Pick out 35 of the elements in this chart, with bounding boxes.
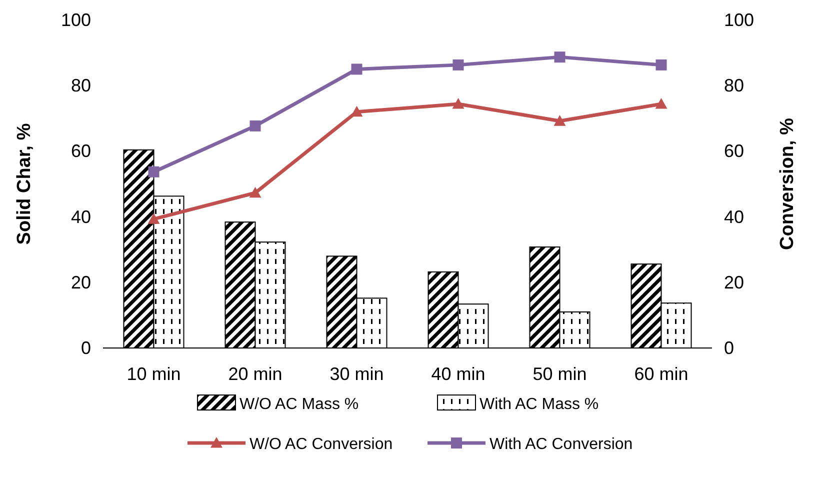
- point: [351, 64, 362, 75]
- point: [554, 115, 566, 126]
- y2-tick-label: 100: [724, 10, 754, 30]
- point: [655, 98, 668, 109]
- y-tick-label: 0: [80, 338, 91, 358]
- y-tick-label: 40: [70, 206, 91, 227]
- x-tick-label: 50 min: [532, 364, 587, 384]
- point: [554, 52, 566, 63]
- x-tick-label: 60 min: [634, 364, 688, 384]
- y-tick-label: 100: [60, 10, 91, 30]
- point: [148, 213, 160, 224]
- x-tick-label: 40 min: [431, 364, 486, 384]
- point: [452, 59, 464, 70]
- legend-label: W/O AC Conversion: [250, 436, 393, 453]
- x-tick-label: 20 min: [228, 364, 282, 384]
- legend-label: W/O AC Mass %: [240, 396, 359, 413]
- y2-tick-label: 80: [724, 76, 744, 96]
- point: [250, 120, 261, 132]
- legend-label: With AC Mass %: [480, 396, 599, 413]
- x-tick-label: 30 min: [330, 364, 384, 384]
- y2-tick-label: 20: [724, 272, 744, 292]
- y2-tick-label: 0: [724, 338, 734, 358]
- y2-tick-label: 40: [724, 206, 744, 227]
- point: [148, 166, 160, 178]
- x-tick-label: 10 min: [126, 364, 181, 384]
- y-axis-title: Solid Char, %: [14, 123, 35, 245]
- point: [452, 98, 464, 109]
- y-tick-label: 20: [70, 272, 91, 292]
- y2-tick-label: 60: [724, 141, 744, 162]
- point: [656, 59, 667, 70]
- y-tick-label: 60: [70, 141, 91, 162]
- legend-label: With AC Conversion: [490, 436, 633, 453]
- point: [249, 186, 262, 198]
- y2-axis-title: Conversion, %: [777, 118, 798, 250]
- y-tick-label: 80: [70, 76, 91, 96]
